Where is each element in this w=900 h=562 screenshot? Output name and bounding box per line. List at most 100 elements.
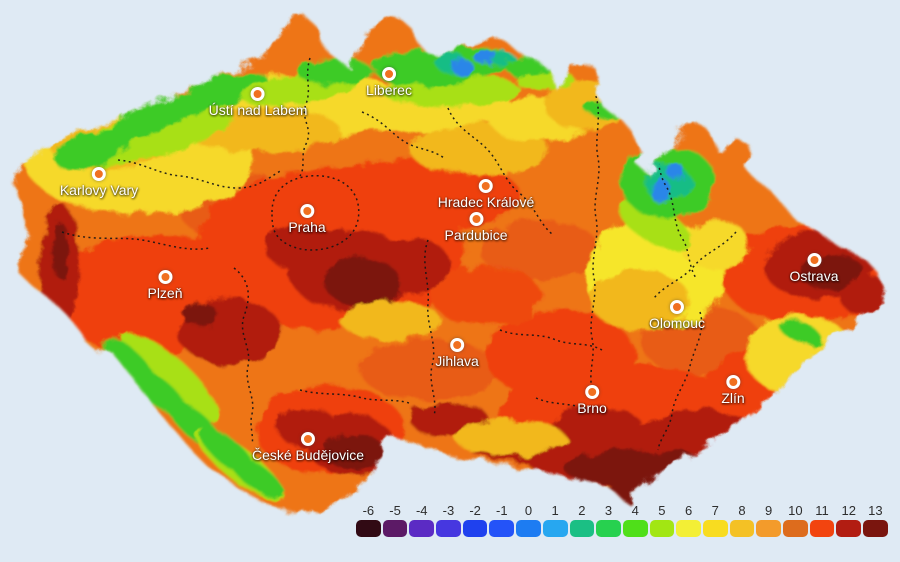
legend-color-swatch (569, 520, 595, 537)
city-label: Liberec (366, 82, 412, 98)
legend-color-swatch (702, 520, 728, 537)
city-karlovy-vary[interactable]: Karlovy Vary (60, 167, 138, 198)
legend-item: 0 (516, 503, 541, 537)
legend-color-swatch (382, 520, 408, 537)
city-label: Olomouc (648, 315, 706, 331)
region-borders (61, 57, 737, 451)
legend-color-swatch (462, 520, 488, 537)
legend-color-swatch (676, 520, 701, 537)
city-ostrava[interactable]: Ostrava (789, 253, 839, 284)
city-marker-icon[interactable] (301, 432, 315, 446)
city-marker-icon[interactable] (158, 270, 172, 284)
legend-item: 2 (569, 503, 595, 537)
legend-value-label: 10 (788, 503, 803, 518)
city-marker-icon[interactable] (479, 179, 493, 193)
city-ceske-budejovice[interactable]: České Budějovice (252, 432, 364, 463)
legend-value-label: 5 (658, 503, 666, 518)
legend-item: -1 (489, 503, 515, 537)
legend-color-swatch (489, 520, 515, 537)
legend-value-label: 1 (551, 503, 559, 518)
temperature-legend: -6 -5 -4 -3 -2 -1 0 1 2 3 4 5 6 7 8 9 10 11 12 13 (356, 503, 888, 537)
legend-item: 12 (836, 503, 862, 537)
legend-value-label: -2 (469, 503, 481, 518)
legend-color-swatch (356, 520, 381, 537)
city-liberec[interactable]: Liberec (366, 67, 412, 98)
legend-color-swatch (436, 520, 461, 537)
legend-color-swatch (863, 520, 888, 537)
city-pardubice[interactable]: Pardubice (444, 212, 508, 243)
legend-item: 8 (729, 503, 755, 537)
city-usti-nad-labem[interactable]: Ústí nad Labem (208, 87, 308, 118)
legend-color-swatch (809, 520, 835, 537)
legend-value-label: 13 (868, 503, 883, 518)
city-marker-icon[interactable] (806, 253, 821, 267)
city-label: Praha (288, 219, 326, 235)
legend-item: 5 (649, 503, 675, 537)
legend-color-swatch (622, 520, 648, 537)
legend-item: 4 (622, 503, 648, 537)
legend-color-swatch (783, 520, 808, 537)
city-label: Plzeň (147, 285, 183, 301)
city-label: Zlín (721, 390, 745, 406)
city-label: Pardubice (444, 227, 508, 243)
city-label: Ostrava (789, 268, 839, 284)
legend-item: 3 (596, 503, 621, 537)
city-marker-icon[interactable] (450, 338, 464, 352)
legend-value-label: 9 (765, 503, 773, 518)
city-label: Hradec Králové (437, 194, 535, 210)
legend-color-swatch (542, 520, 568, 537)
city-marker-icon[interactable] (468, 212, 483, 226)
legend-item: -2 (462, 503, 488, 537)
legend-value-label: -6 (362, 503, 375, 518)
city-marker-icon[interactable] (584, 385, 599, 399)
legend-color-swatch (409, 520, 435, 537)
legend-value-label: -5 (389, 503, 401, 518)
legend-value-label: 7 (711, 503, 719, 518)
city-brno[interactable]: Brno (577, 385, 607, 416)
legend-item: -4 (409, 503, 435, 537)
legend-value-label: 11 (815, 503, 829, 518)
legend-value-label: 4 (631, 503, 639, 518)
legend-item: 10 (783, 503, 808, 537)
legend-color-swatch (649, 520, 675, 537)
city-marker-icon[interactable] (251, 87, 265, 101)
city-plzen[interactable]: Plzeň (147, 270, 183, 301)
legend-color-swatch (596, 520, 621, 537)
city-label: Brno (577, 400, 607, 416)
city-marker-icon[interactable] (726, 375, 740, 389)
city-jihlava[interactable]: Jihlava (435, 338, 479, 369)
legend-value-label: 0 (524, 503, 533, 518)
legend-value-label: 3 (604, 503, 613, 518)
legend-item: 1 (542, 503, 568, 537)
legend-color-swatch (836, 520, 862, 537)
city-hradec-kralove[interactable]: Hradec Králové (437, 179, 535, 210)
city-praha[interactable]: Praha (288, 204, 326, 235)
legend-value-label: -1 (496, 503, 508, 518)
legend-color-swatch (756, 520, 781, 537)
legend-color-swatch (729, 520, 755, 537)
legend-value-label: -4 (415, 503, 428, 518)
legend-item: 6 (676, 503, 701, 537)
city-zlin[interactable]: Zlín (721, 375, 745, 406)
city-label: České Budějovice (251, 447, 365, 463)
legend-item: 7 (702, 503, 728, 537)
legend-item: 11 (809, 503, 835, 537)
legend-item: 13 (863, 503, 888, 537)
city-olomouc[interactable]: Olomouc (649, 300, 705, 331)
city-label: Jihlava (435, 353, 479, 369)
legend-item: -3 (436, 503, 461, 537)
city-label: Karlovy Vary (59, 182, 139, 198)
city-marker-icon[interactable] (299, 204, 314, 218)
city-label: Ústí nad Labem (208, 102, 308, 118)
legend-item: 9 (756, 503, 781, 537)
city-marker-icon[interactable] (381, 67, 396, 81)
legend-color-swatch (516, 520, 541, 537)
legend-value-label: 12 (841, 503, 856, 518)
city-marker-icon[interactable] (91, 167, 106, 181)
legend-value-label: 2 (578, 503, 586, 518)
legend-value-label: 8 (738, 503, 746, 518)
city-marker-icon[interactable] (670, 300, 684, 314)
